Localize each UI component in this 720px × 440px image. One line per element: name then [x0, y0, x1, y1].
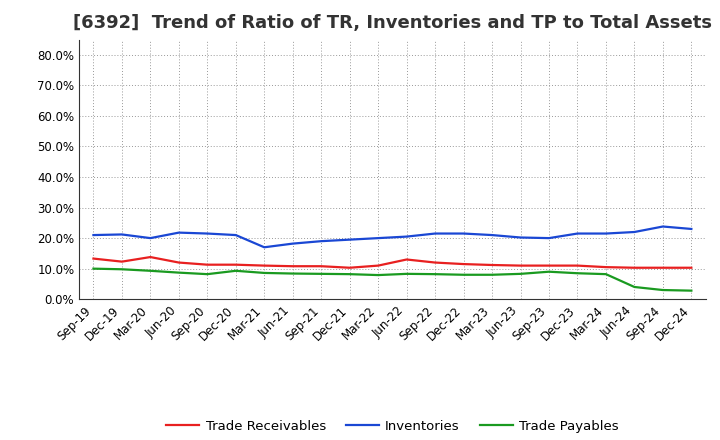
Trade Payables: [346, 271, 354, 277]
Trade Receivables: [117, 259, 126, 264]
Trade Receivables: [687, 265, 696, 271]
Line: Trade Receivables: Trade Receivables: [94, 257, 691, 268]
Inventories: [174, 230, 183, 235]
Inventories: [402, 234, 411, 239]
Trade Payables: [630, 284, 639, 290]
Trade Receivables: [573, 263, 582, 268]
Trade Payables: [89, 266, 98, 271]
Trade Payables: [659, 287, 667, 293]
Trade Receivables: [317, 264, 325, 269]
Trade Receivables: [289, 264, 297, 269]
Trade Receivables: [545, 263, 554, 268]
Trade Payables: [289, 271, 297, 276]
Inventories: [289, 241, 297, 246]
Inventories: [374, 235, 382, 241]
Trade Payables: [459, 272, 468, 277]
Trade Receivables: [516, 263, 525, 268]
Trade Payables: [545, 269, 554, 275]
Inventories: [431, 231, 439, 236]
Inventories: [687, 226, 696, 231]
Inventories: [573, 231, 582, 236]
Trade Payables: [602, 271, 611, 277]
Inventories: [146, 235, 155, 241]
Title: [6392]  Trend of Ratio of TR, Inventories and TP to Total Assets: [6392] Trend of Ratio of TR, Inventories…: [73, 15, 712, 33]
Inventories: [117, 232, 126, 237]
Inventories: [545, 235, 554, 241]
Line: Trade Payables: Trade Payables: [94, 269, 691, 291]
Trade Payables: [146, 268, 155, 273]
Inventories: [203, 231, 212, 236]
Inventories: [516, 235, 525, 240]
Inventories: [346, 237, 354, 242]
Trade Receivables: [203, 262, 212, 268]
Inventories: [659, 224, 667, 229]
Trade Receivables: [602, 264, 611, 270]
Inventories: [260, 245, 269, 250]
Inventories: [317, 238, 325, 244]
Inventories: [232, 232, 240, 238]
Trade Receivables: [459, 261, 468, 267]
Trade Receivables: [630, 265, 639, 271]
Trade Payables: [203, 271, 212, 277]
Inventories: [602, 231, 611, 236]
Trade Payables: [174, 270, 183, 275]
Trade Payables: [402, 271, 411, 276]
Trade Payables: [117, 267, 126, 272]
Trade Payables: [687, 288, 696, 293]
Trade Receivables: [431, 260, 439, 265]
Line: Inventories: Inventories: [94, 227, 691, 247]
Inventories: [630, 229, 639, 235]
Trade Receivables: [487, 262, 496, 268]
Trade Payables: [232, 268, 240, 273]
Trade Payables: [260, 270, 269, 275]
Trade Receivables: [232, 262, 240, 268]
Trade Receivables: [659, 265, 667, 271]
Inventories: [459, 231, 468, 236]
Trade Payables: [573, 271, 582, 276]
Inventories: [89, 232, 98, 238]
Trade Receivables: [89, 256, 98, 261]
Trade Receivables: [146, 254, 155, 260]
Trade Payables: [431, 271, 439, 277]
Trade Receivables: [402, 257, 411, 262]
Trade Payables: [374, 272, 382, 278]
Trade Receivables: [260, 263, 269, 268]
Trade Payables: [317, 271, 325, 276]
Inventories: [487, 232, 496, 238]
Trade Payables: [516, 271, 525, 276]
Trade Payables: [487, 272, 496, 277]
Trade Receivables: [174, 260, 183, 265]
Legend: Trade Receivables, Inventories, Trade Payables: Trade Receivables, Inventories, Trade Pa…: [161, 415, 624, 438]
Trade Receivables: [346, 265, 354, 271]
Trade Receivables: [374, 263, 382, 268]
